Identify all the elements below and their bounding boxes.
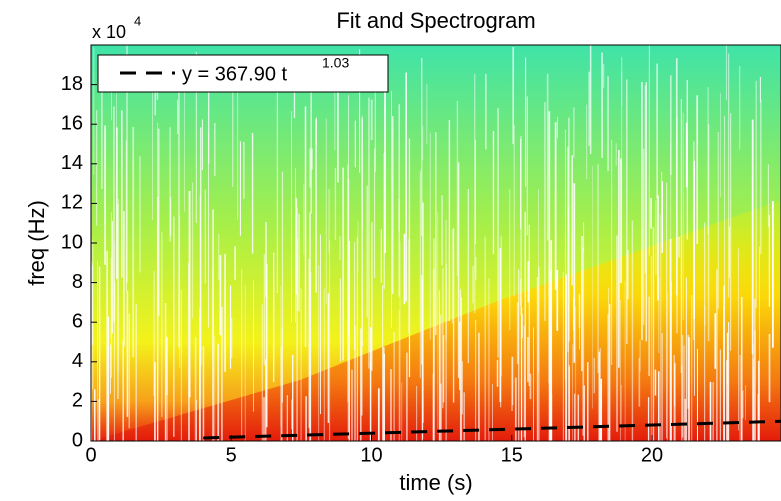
legend-exponent: 1.03 [322,55,349,71]
y-tick-label: 10 [61,231,83,253]
y-tick-label: 12 [61,192,83,214]
y-tick-label: 18 [61,73,83,95]
y-tick-label: 2 [72,390,83,412]
legend-label: y = 367.90 t [182,63,288,85]
y-tick-label: 6 [72,310,83,332]
x-tick-label: 15 [501,444,523,466]
x-tick-label: 0 [85,444,96,466]
chart-title: Fit and Spectrogram [336,8,535,33]
fit-line [203,419,781,440]
y-tick-label: 16 [61,112,83,134]
y-axis-label: freq (Hz) [24,200,49,286]
y-multiplier-exponent: 4 [134,13,141,28]
y-multiplier: x 10 [92,22,126,42]
y-tick-label: 0 [72,429,83,451]
x-tick-label: 5 [226,444,237,466]
y-tick-label: 8 [72,271,83,293]
spectrogram [91,45,781,441]
y-tick-label: 4 [72,350,83,372]
y-tick-label: 14 [61,152,83,174]
x-tick-label: 20 [641,444,663,466]
x-tick-label: 10 [360,444,382,466]
x-axis-label: time (s) [399,470,472,495]
legend: y = 367.90 t 1.03 [97,54,389,93]
